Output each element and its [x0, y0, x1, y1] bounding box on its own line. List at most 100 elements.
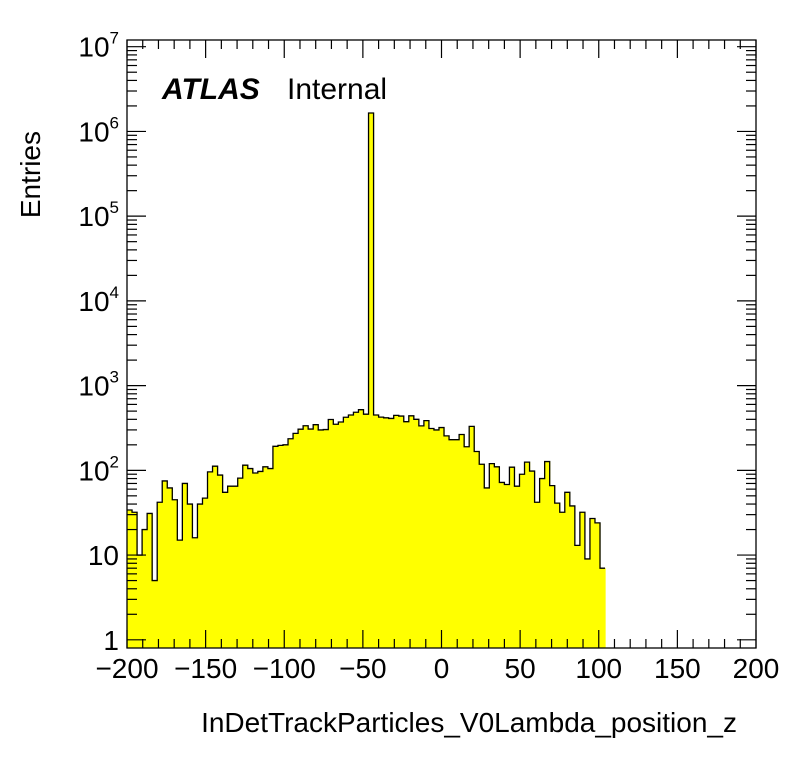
histogram-bar: [574, 545, 581, 648]
histogram-bar: [313, 424, 319, 648]
histogram-bar: [167, 487, 173, 648]
histogram-bar: [544, 461, 551, 648]
histogram-bar: [308, 429, 314, 648]
histogram-bar: [569, 505, 576, 648]
internal-label: Internal: [287, 73, 387, 106]
histogram-bar: [524, 462, 531, 648]
histogram-bar: [338, 421, 344, 648]
histogram-bar: [564, 492, 571, 648]
histogram-bar: [343, 417, 350, 648]
histogram-bar: [303, 425, 309, 648]
x-tick-label: 200: [733, 653, 780, 684]
histogram-bar: [449, 439, 455, 648]
histogram-bar: [454, 439, 460, 648]
histogram-bar: [328, 419, 334, 648]
histogram-bar: [207, 471, 214, 648]
histogram-bar: [353, 412, 360, 648]
histogram-bar: [388, 418, 395, 648]
histogram-bar: [323, 429, 329, 648]
histogram-bar: [318, 429, 324, 648]
histogram-bar: [197, 504, 204, 648]
y-tick-label: 105: [78, 198, 119, 232]
histogram-bar: [172, 499, 178, 648]
x-axis-label: InDetTrackParticles_V0Lambda_position_z: [201, 707, 737, 738]
histogram-bar: [272, 446, 279, 648]
histogram-bar: [222, 492, 229, 648]
histogram-bar: [152, 580, 158, 648]
histogram-bar: [559, 512, 566, 648]
histogram-bar: [288, 438, 294, 648]
x-tick-label: 50: [505, 653, 536, 684]
histogram-bar: [438, 427, 445, 648]
x-tick-labels: −200 −150 −100 −50 0 50 100 150 200: [95, 653, 779, 684]
histogram-bar: [262, 466, 269, 648]
histogram-bar: [504, 484, 511, 648]
plot-frame: [126, 39, 757, 649]
histogram-bar: [433, 429, 440, 648]
histogram-bar: [514, 486, 521, 648]
histogram-bar: [408, 415, 415, 648]
histogram-bar: [358, 409, 365, 648]
histogram-bar: [600, 568, 606, 648]
histogram-bar: [489, 463, 495, 648]
histogram-bar: [519, 474, 526, 648]
histogram-bar: [509, 467, 516, 648]
x-tick-label: −100: [253, 653, 316, 684]
histogram-bar: [227, 486, 234, 648]
atlas-label: ATLAS: [161, 73, 260, 106]
histogram-bar: [217, 475, 224, 648]
x-tick-label: −150: [174, 653, 237, 684]
histogram-bar: [428, 428, 435, 648]
histogram-bar: [368, 113, 375, 648]
histogram-bar: [242, 465, 249, 648]
x-tick-label: −200: [95, 653, 158, 684]
y-tick-labels: 1 10 102 103 104 105 106 107: [78, 29, 119, 656]
y-tick-label: 107: [78, 29, 119, 63]
histogram-bar: [182, 483, 188, 648]
histogram-bar: [157, 502, 163, 648]
histogram-bar: [363, 414, 370, 648]
histogram-bar: [418, 425, 425, 648]
histogram-bar: [584, 558, 591, 648]
histogram-bar: [192, 537, 199, 648]
y-tick-label: 103: [78, 368, 119, 402]
histogram-bar: [293, 433, 299, 648]
histogram-bar: [539, 478, 546, 648]
histogram-bar: [202, 498, 209, 648]
y-tick-label: 10: [88, 540, 119, 571]
y-axis-label: Entries: [15, 131, 46, 218]
histogram-bars: [127, 113, 606, 648]
histogram-bar: [247, 468, 254, 648]
histogram-bar: [333, 424, 339, 648]
y-tick-label: 102: [78, 452, 119, 486]
histogram-bar: [162, 480, 168, 648]
histogram-bar: [554, 503, 561, 648]
histogram-bar: [267, 468, 274, 648]
histogram-bar: [469, 426, 475, 648]
histogram-bar: [398, 416, 405, 648]
x-tick-label: 150: [654, 653, 701, 684]
histogram-bar: [589, 518, 596, 648]
tick-marks: [126, 40, 757, 648]
histogram-bar: [383, 417, 390, 648]
histogram-bar: [187, 504, 194, 648]
x-tick-label: −50: [339, 653, 387, 684]
histogram-bar: [127, 510, 133, 648]
histogram-bar: [137, 555, 143, 648]
histogram-bar: [499, 482, 505, 648]
histogram-bar: [277, 445, 284, 648]
histogram-bar: [142, 529, 148, 648]
histogram-bar: [348, 414, 355, 648]
x-tick-label: 0: [434, 653, 450, 684]
y-tick-label: 106: [78, 113, 119, 147]
histogram-bar: [282, 444, 289, 648]
histogram-bar: [252, 473, 259, 648]
histogram-bar: [594, 522, 601, 648]
histogram-bar: [232, 486, 239, 648]
histogram-bar: [444, 435, 450, 648]
histogram-bar: [484, 487, 490, 648]
histogram-bar: [534, 502, 541, 648]
histogram-bar: [147, 513, 153, 648]
histogram-bar: [237, 478, 244, 648]
